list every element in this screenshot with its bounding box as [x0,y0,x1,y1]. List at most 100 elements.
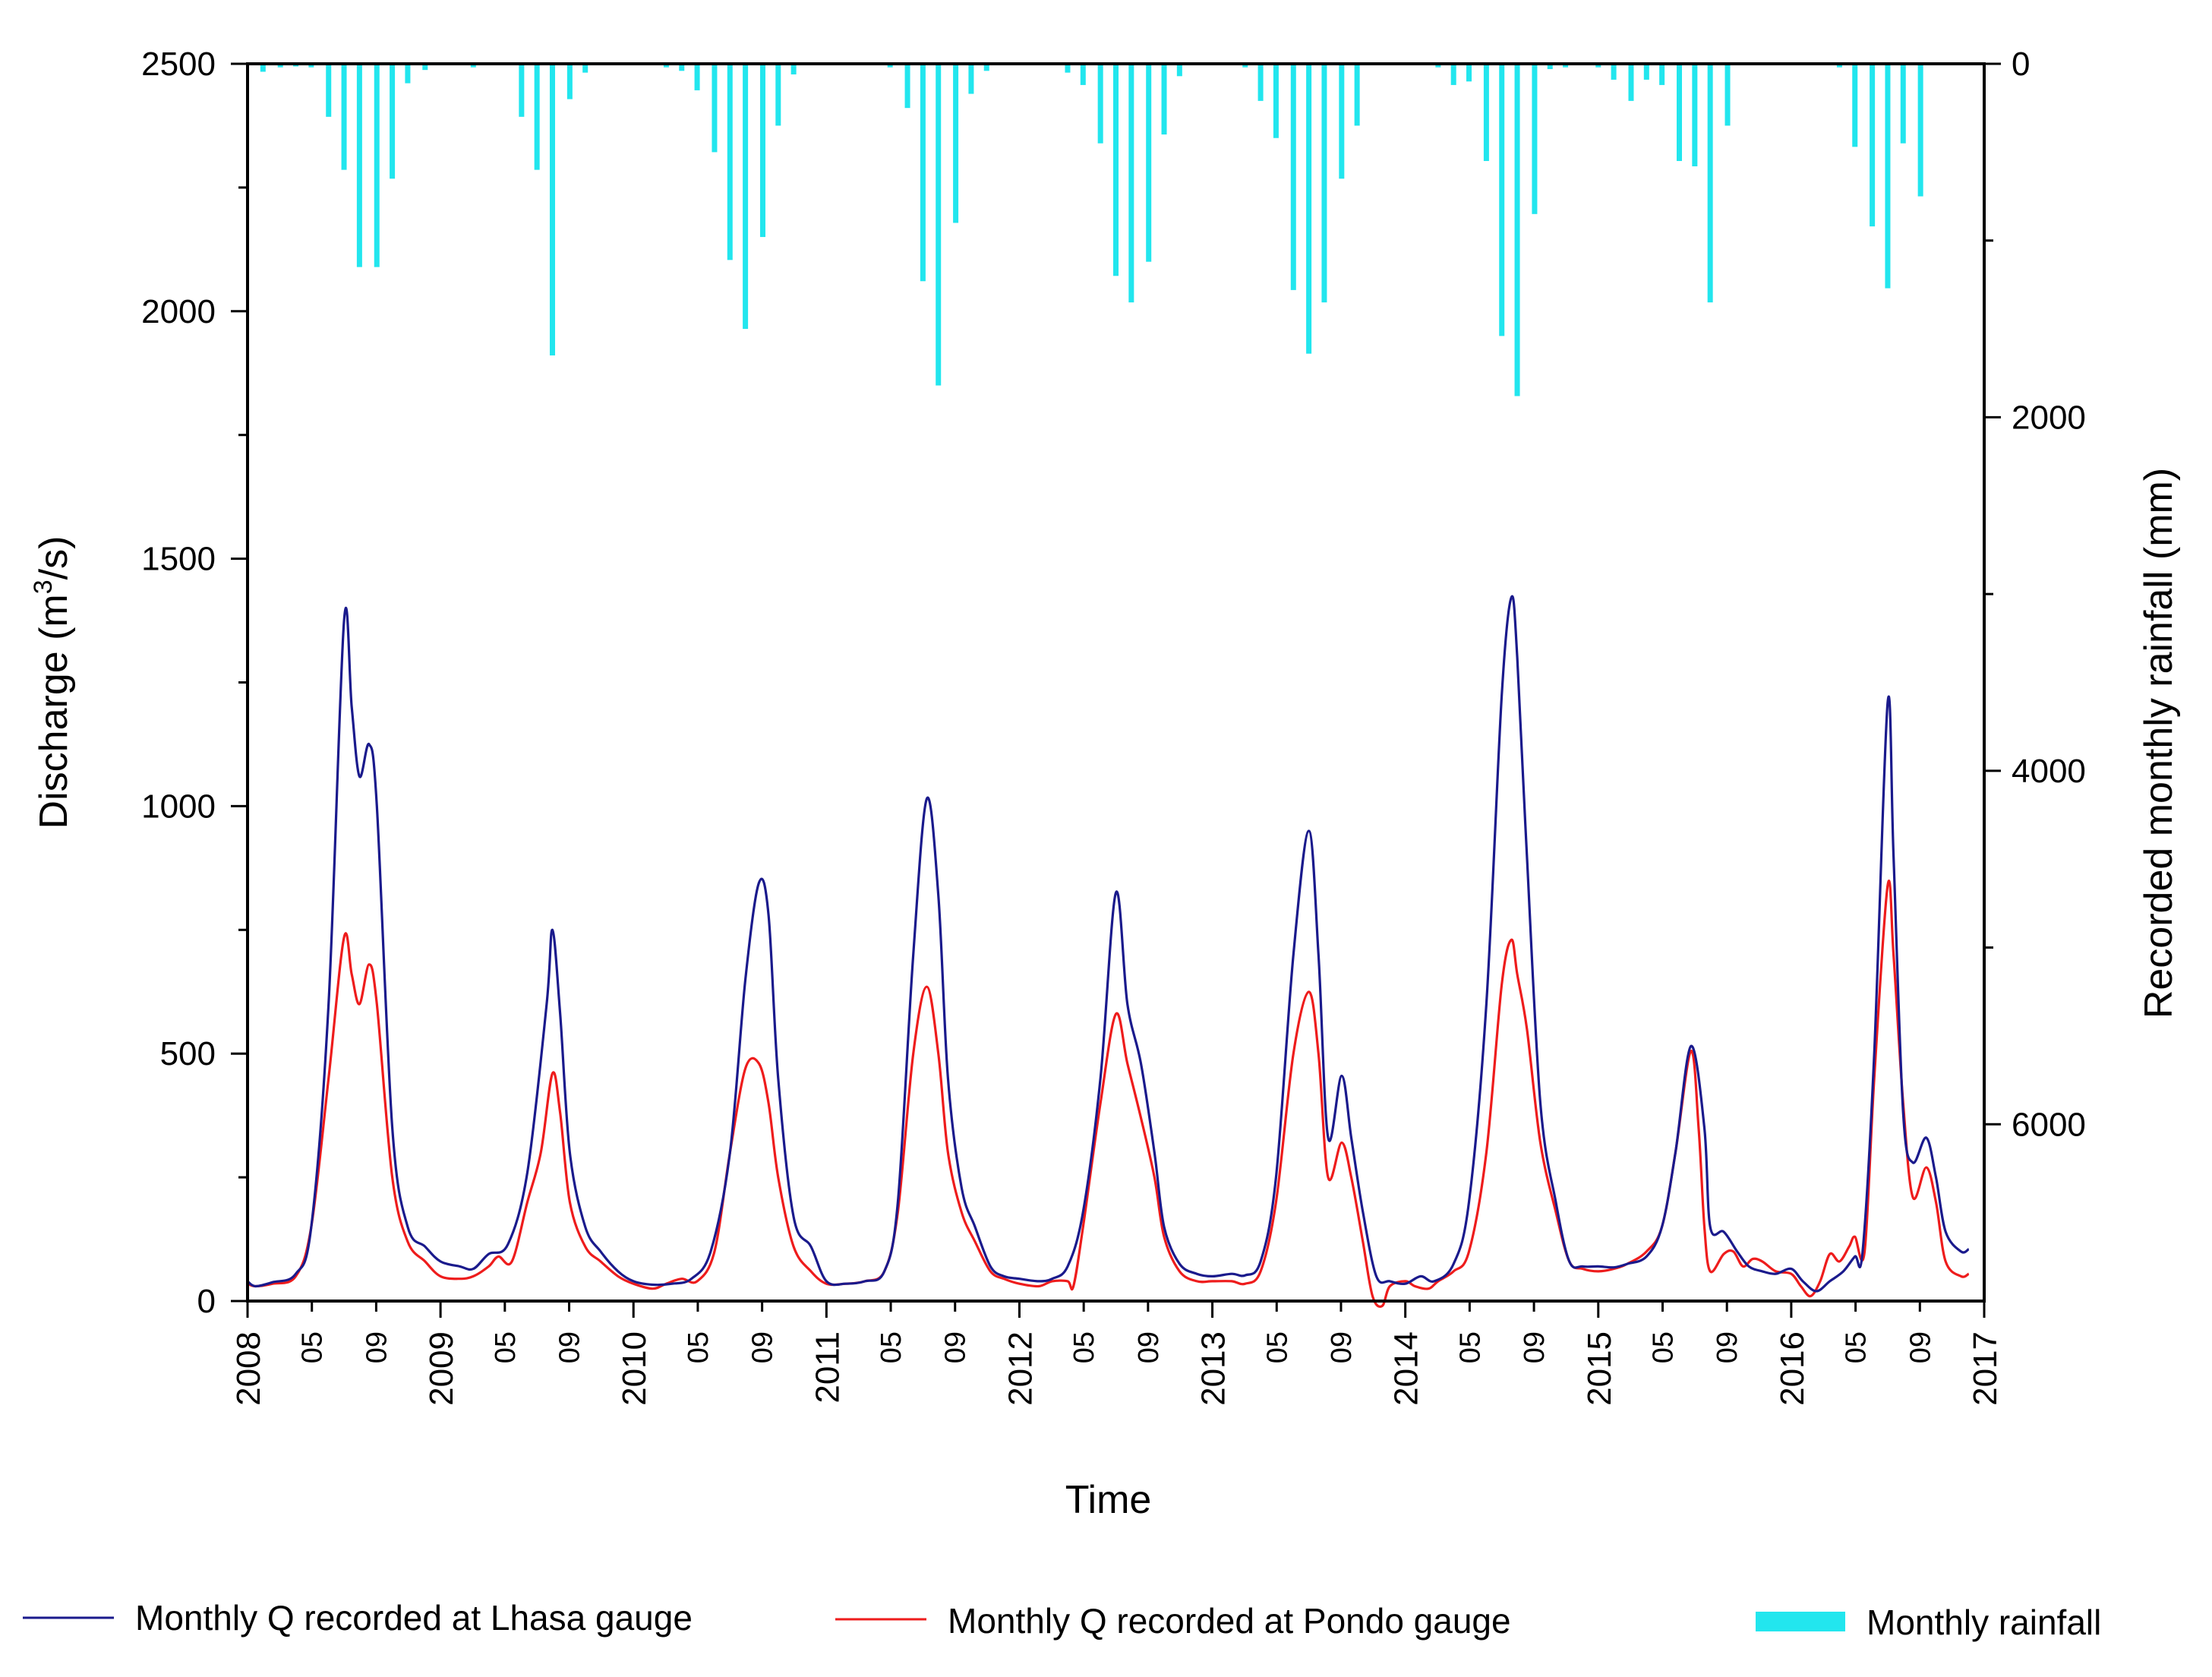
rainfall-bar [1724,64,1731,126]
x-month-label: 05 [297,1331,329,1363]
right-tick-label: 2000 [2012,399,2086,436]
rainfall-bar [341,64,347,170]
rainfall-bar [759,64,765,238]
x-month-label: 05 [1841,1331,1873,1363]
rainfall-bar [1499,64,1505,336]
rainfall-bar [1113,64,1119,276]
rainfall-bar [1870,64,1876,227]
x-year-label: 2011 [809,1331,846,1404]
rainfall-bar [260,64,266,72]
left-tick-label: 1000 [141,788,216,825]
rainfall-bar [405,64,411,84]
x-year-label: 2014 [1388,1331,1425,1406]
discharge-lines-group [246,595,1970,1308]
right-tick-label: 4000 [2012,753,2086,790]
left-axis-title-post: /s) [32,536,76,580]
series-line-pondo [247,880,1970,1308]
rainfall-bar [566,64,573,99]
rainfall-bar [1435,64,1441,68]
rainfall-bar [470,64,476,68]
rainfall-bar [1514,64,1520,396]
x-year-label: 2017 [1967,1331,2004,1406]
rainfall-bar [1466,64,1472,82]
left-axis-ticks: 0 500 1000 1500 2000 2500 [141,46,248,1320]
left-tick-label: 2500 [141,46,216,83]
x-axis-title: Time [1065,1478,1152,1522]
left-tick-label: 2000 [141,293,216,330]
x-month-label: 09 [1712,1331,1743,1363]
rainfall-bar [308,64,314,68]
rainfall-bar [1065,64,1071,73]
left-axis-title-pre: Discharge (m [32,594,76,829]
rainfall-bar [694,64,700,90]
rainfall-bar [743,64,749,330]
rainfall-bar [356,64,362,267]
rainfall-bar [1692,64,1698,166]
rainfall-bar [1643,64,1649,80]
rainfall-bar [1563,64,1569,68]
rainfall-bar [534,64,540,170]
rainfall-bar [1306,64,1312,354]
x-month-label: 05 [876,1331,907,1363]
rainfall-bar [920,64,926,282]
rainfall-bar [1128,64,1134,303]
rainfall-bar [1176,64,1182,77]
rainfall-bars-group [260,64,1923,396]
x-month-label: 09 [747,1331,779,1363]
right-tick-label: 0 [2012,46,2030,83]
rainfall-bar [1321,64,1327,303]
x-month-label: 09 [1133,1331,1165,1363]
rainfall-bar [1885,64,1891,289]
legend: Monthly Q recorded at Lhasa gauge Monthl… [23,1598,2101,1642]
rainfall-bar [983,64,989,71]
rainfall-bar [1339,64,1345,179]
rainfall-bar [1146,64,1152,262]
rainfall-bar [1547,64,1553,69]
rainfall-bar [663,64,669,68]
rainfall-bar [519,64,525,117]
x-month-label: 09 [940,1331,972,1363]
rainfall-bar [968,64,974,94]
left-axis-title-sup: 3 [29,580,58,594]
x-year-label: 2010 [616,1331,653,1406]
rainfall-bar [904,64,910,109]
x-month-label: 05 [1068,1331,1100,1363]
rainfall-bar [1290,64,1296,290]
left-axis-title: Discharge (m3/s) [29,536,76,829]
rainfall-bar [775,64,781,126]
x-month-label: 09 [1519,1331,1551,1363]
x-year-label: 2016 [1774,1331,1811,1406]
rainfall-bar [1900,64,1906,144]
rainfall-bar [549,64,555,355]
x-month-label: 05 [1261,1331,1293,1363]
rainfall-bar [1707,64,1713,303]
x-month-label: 09 [1904,1331,1936,1363]
x-year-label: 2009 [423,1331,460,1406]
right-axis-title: Recorded monthly rainfall (mm) [2137,468,2181,1019]
x-axis-ticks: 2008 2009 2010 2011 2012 2013 2014 2015 2016 2017… [230,1301,2004,1406]
rainfall-bar [712,64,718,153]
legend-label-rainfall: Monthly rainfall [1866,1603,2101,1642]
rainfall-bar [1080,64,1086,85]
rainfall-bar [1097,64,1103,144]
left-tick-label: 0 [197,1283,216,1320]
series-line-lhasa [246,595,1970,1293]
rainfall-bar [374,64,380,267]
x-year-label: 2008 [230,1331,267,1406]
rainfall-bar [1677,64,1683,161]
x-month-label: 05 [1454,1331,1486,1363]
x-month-label: 09 [554,1331,586,1363]
left-tick-label: 500 [160,1035,216,1072]
rainfall-bar [1611,64,1617,80]
x-year-label: 2012 [1002,1331,1039,1406]
legend-label-lhasa: Monthly Q recorded at Lhasa gauge [135,1598,693,1638]
rainfall-bar [1257,64,1264,101]
rainfall-bar [790,64,797,74]
rainfall-bar [679,64,685,71]
rainfall-bar [1917,64,1923,197]
rainfall-bar [953,64,959,223]
rainfall-bar [936,64,942,386]
x-month-label: 05 [1647,1331,1679,1363]
rainfall-bar [1595,64,1601,68]
